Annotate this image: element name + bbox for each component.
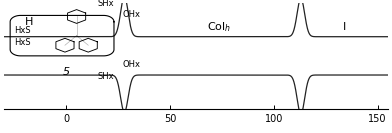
Text: I: I (342, 22, 346, 32)
Text: HxS: HxS (14, 38, 31, 47)
Text: SHx: SHx (97, 72, 114, 81)
Text: OHx: OHx (122, 10, 140, 19)
Text: H: H (25, 17, 33, 27)
Text: OHx: OHx (122, 60, 140, 69)
Text: SHx: SHx (97, 0, 114, 8)
Text: Col$_h$: Col$_h$ (207, 20, 232, 34)
Text: HxS: HxS (14, 26, 31, 35)
Text: 5: 5 (63, 67, 70, 77)
